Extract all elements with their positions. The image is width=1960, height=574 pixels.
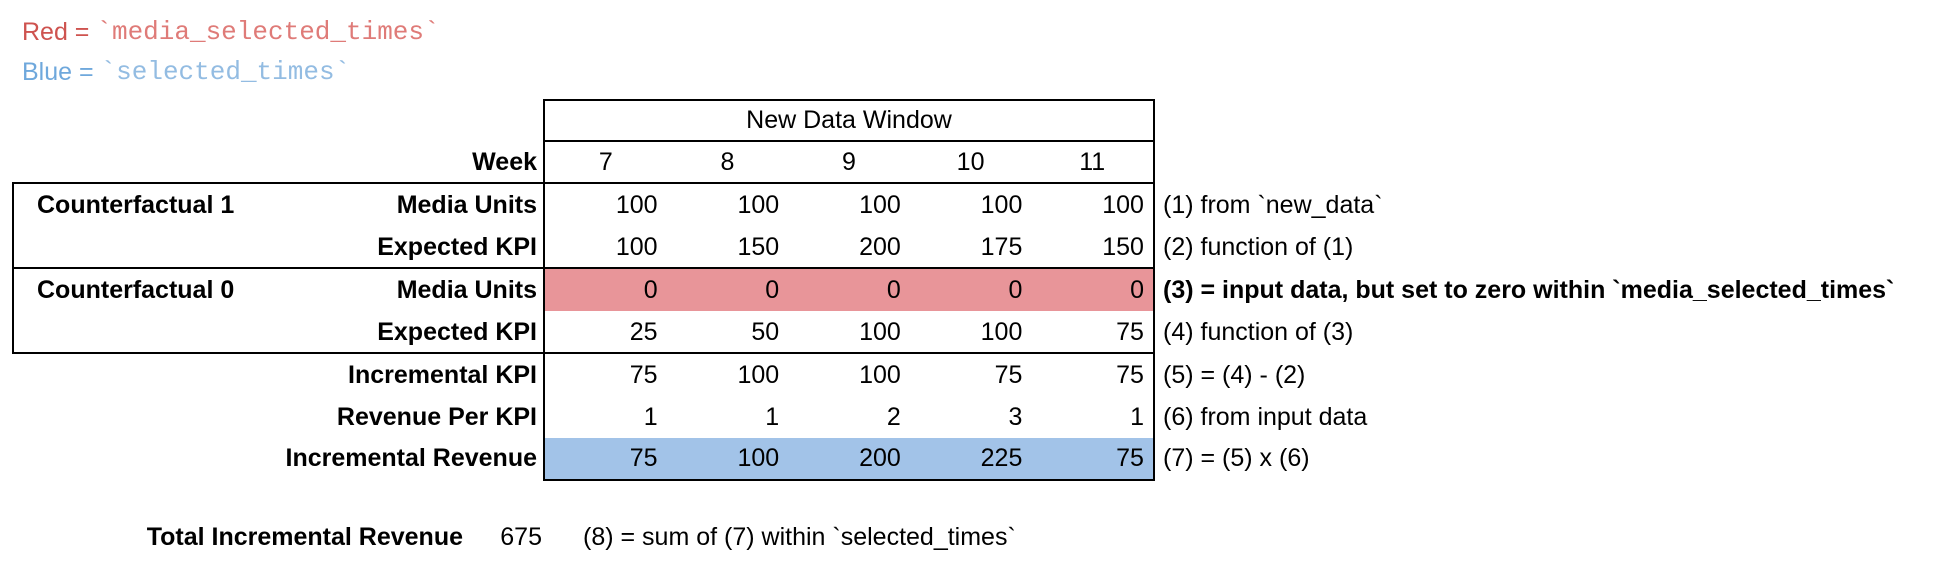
row-note: (5) = (4) - (2) [1163,360,1306,389]
legend-red-line: Red = `media_selected_times` [22,14,440,50]
group-label: Counterfactual 0 [37,275,235,304]
cell: 100 [859,360,901,389]
row-values: 1 1 2 3 1 [545,396,1153,438]
row-label: Media Units [396,190,537,219]
cell: 150 [1102,233,1144,261]
cell: 200 [859,444,901,472]
cell: 100 [615,190,658,219]
border-bottom-table [543,479,1155,481]
group-label: Counterfactual 1 [37,190,235,219]
cell: 50 [751,318,780,346]
total-label: Total Incremental Revenue [146,522,463,551]
cell: 0 [1130,275,1144,304]
cell: 100 [859,318,901,346]
row-label: Revenue Per KPI [336,402,537,431]
cell: 1 [765,402,780,431]
cell: 75 [1116,318,1144,346]
legend-blue-line: Blue = `selected_times` [22,54,350,90]
total-note: (8) = sum of (7) within `selected_times` [583,522,1016,551]
cell: 100 [615,233,658,261]
row-note: (3) = input data, but set to zero within… [1163,275,1895,304]
cell: 100 [859,190,901,219]
row-note: (6) from input data [1163,402,1368,431]
week-header-row: Week 7 8 9 10 11 [0,142,1960,182]
legend-red-label: Red = [22,17,97,46]
row-values-highlight-red: 0 0 0 0 0 [545,269,1153,311]
cell: 75 [1116,444,1144,472]
border-top-cf1 [12,182,1155,184]
cell: 3 [1008,402,1023,431]
total-row: Total Incremental Revenue 675 (8) = sum … [0,518,1960,556]
week-values: 7 8 9 10 11 [545,142,1153,182]
week-value: 9 [842,147,856,176]
legend-red-code: `media_selected_times` [96,17,440,47]
row-label: Incremental Revenue [285,444,538,472]
row-label: Expected KPI [377,318,537,346]
row-note: (1) from `new_data` [1163,190,1383,219]
cell: 100 [1102,190,1144,219]
cell: 225 [980,444,1023,472]
week-value: 11 [1079,147,1106,176]
cell: 100 [980,190,1023,219]
border-left-counterfactual-boxes [12,182,14,354]
cell: 100 [737,190,780,219]
cell: 1 [1130,402,1144,431]
cell: 75 [994,360,1023,389]
table-row-expected-kpi-cf1: Expected KPI 100 150 200 175 150 (2) fun… [0,226,1960,269]
cell: 100 [737,444,780,472]
row-label: Incremental KPI [348,360,537,389]
row-note: (4) function of (3) [1163,318,1354,346]
table-row-expected-kpi-cf0: Expected KPI 25 50 100 100 75 (4) functi… [0,311,1960,354]
row-values-highlight-blue: 75 100 200 225 75 [545,438,1153,479]
cell: 75 [1116,360,1144,389]
table-row-incremental-revenue: Incremental Revenue 75 100 200 225 75 (7… [0,438,1960,479]
row-values: 100 100 100 100 100 [545,184,1153,226]
table-row-media-units-cf1: Counterfactual 1 Media Units 100 100 100… [0,184,1960,226]
cell: 100 [737,360,780,389]
cell: 100 [980,318,1023,346]
row-label: Expected KPI [377,233,537,261]
border-cf1-cf0-divider [12,267,1155,269]
table-row-revenue-per-kpi: Revenue Per KPI 1 1 2 3 1 (6) from input… [0,396,1960,438]
cell: 200 [859,233,901,261]
border-bottom-cf0 [12,352,1155,354]
table-row-incremental-kpi: Incremental KPI 75 100 100 75 75 (5) = (… [0,354,1960,396]
row-values: 100 150 200 175 150 [545,226,1153,269]
cell: 75 [629,360,658,389]
week-value: 8 [720,147,735,176]
row-values: 25 50 100 100 75 [545,311,1153,354]
cell: 2 [886,402,901,431]
row-values: 75 100 100 75 75 [545,354,1153,396]
row-label: Media Units [396,275,537,304]
week-label: Week [472,147,537,176]
legend-blue-label: Blue = [22,57,101,86]
cell: 0 [886,275,901,304]
cell: 150 [737,233,780,261]
total-value: 675 [500,522,542,551]
cell: 75 [629,444,658,472]
cell: 175 [980,233,1023,261]
cell: 25 [629,318,658,346]
table-row-media-units-cf0: Counterfactual 0 Media Units 0 0 0 0 0 (… [0,269,1960,311]
cell: 0 [643,275,658,304]
border-below-ndw [543,140,1155,142]
border-left-data [543,99,545,481]
new-data-window-header: New Data Window [746,106,952,134]
legend-blue-code: `selected_times` [100,57,351,87]
row-note: (7) = (5) x (6) [1163,444,1310,472]
border-right-data [1153,99,1155,481]
week-value: 10 [956,147,985,176]
week-value: 7 [598,147,613,176]
row-note: (2) function of (1) [1163,233,1354,261]
border-top-ndw [543,99,1155,101]
cell: 1 [643,402,658,431]
cell: 0 [1008,275,1023,304]
cell: 0 [765,275,780,304]
